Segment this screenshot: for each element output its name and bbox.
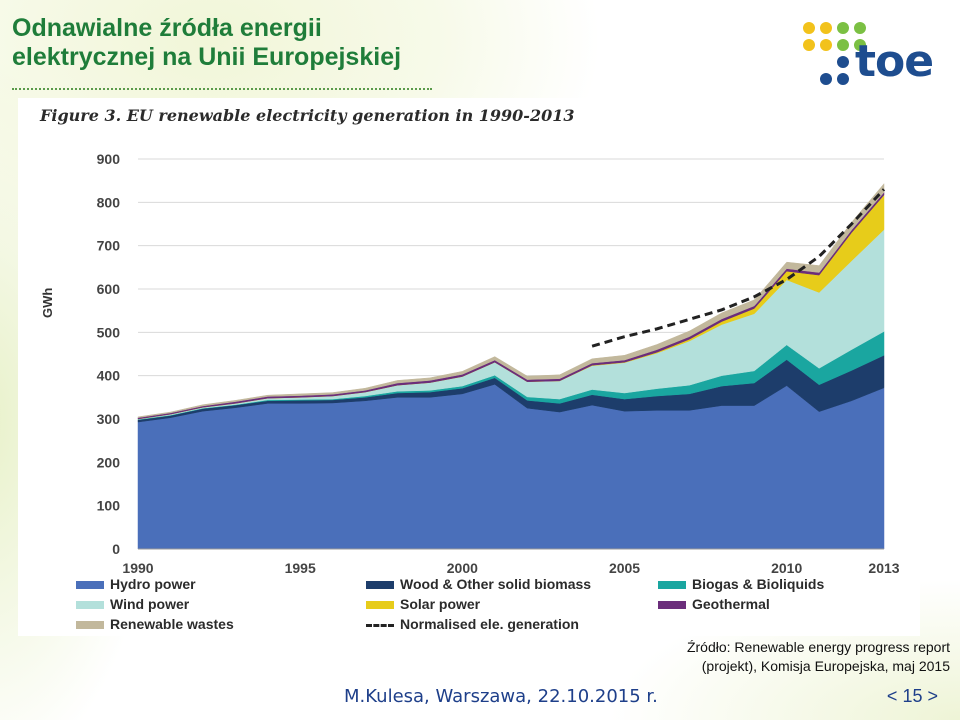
slide-title-line1: Odnawialne źródła energii — [12, 14, 322, 42]
y-tick-label: 600 — [97, 281, 121, 297]
legend-swatch — [658, 581, 686, 590]
toe-logo: toe — [795, 20, 955, 90]
source-line1: Źródło: Renewable energy progress report — [686, 639, 950, 655]
legend-label: Wood & Other solid biomass — [400, 576, 592, 592]
logo-dot — [803, 22, 815, 34]
legend-label: Biogas & Bioliquids — [692, 576, 825, 592]
legend-item-hydro: Hydro power — [76, 576, 196, 592]
legend-item-normalised: Normalised ele. generation — [366, 616, 579, 632]
legend-swatch — [366, 623, 394, 627]
legend-label: Wind power — [110, 596, 190, 612]
logo-dot — [854, 22, 866, 34]
legend-item-solar: Solar power — [366, 596, 480, 612]
page-number: 15 — [902, 686, 923, 706]
legend-swatch — [76, 581, 104, 590]
area-chart: 0 100 200 300 400 500 600 700 800 900 1990 1995 2000… — [97, 151, 900, 576]
legend-swatch — [366, 581, 394, 590]
next-page-button[interactable]: > — [927, 686, 938, 706]
area-renewable-wastes — [137, 183, 885, 418]
legend-label: Geothermal — [692, 596, 770, 612]
x-tick-label: 2010 — [771, 560, 802, 576]
legend-item-wind: Wind power — [76, 596, 189, 612]
logo-dot — [854, 39, 866, 51]
legend-label: Renewable wastes — [110, 616, 234, 632]
source-note: Źródło: Renewable energy progress report… — [470, 638, 950, 676]
legend-swatch — [76, 601, 104, 610]
x-tick-label: 2005 — [609, 560, 640, 576]
source-line2: (projekt), Komisja Europejska, maj 2015 — [701, 658, 950, 674]
x-tick-label: 1995 — [285, 560, 316, 576]
y-tick-label: 200 — [97, 454, 121, 470]
logo-dot — [837, 56, 849, 68]
y-tick-label: 800 — [97, 194, 121, 210]
slide-title-line2: elektrycznej na Unii Europejskiej — [12, 43, 402, 71]
logo-dot — [820, 39, 832, 51]
prev-page-button[interactable]: < — [886, 686, 898, 706]
y-tick-label: 500 — [97, 324, 121, 340]
legend-item-biogas: Biogas & Bioliquids — [658, 576, 824, 592]
slide-title: Odnawialne źródła energii elektrycznej n… — [12, 14, 482, 72]
logo-dot — [837, 39, 849, 51]
logo-dot — [803, 39, 815, 51]
area-hydro-power — [137, 384, 885, 550]
logo-dot — [820, 22, 832, 34]
y-tick-label: 900 — [97, 151, 121, 167]
legend-label: Normalised ele. generation — [400, 616, 579, 632]
figure-panel: Figure 3. EU renewable electricity gener… — [18, 98, 920, 636]
legend-swatch — [366, 601, 394, 610]
logo-dot — [837, 73, 849, 85]
y-tick-label: 400 — [97, 368, 121, 384]
y-axis-label: GWh — [40, 287, 55, 318]
legend-label: Hydro power — [110, 576, 196, 592]
logo-dot — [820, 73, 832, 85]
legend-swatch — [658, 601, 686, 610]
logo-wordmark: toe — [855, 36, 934, 87]
legend-item-biomass: Wood & Other solid biomass — [366, 576, 591, 592]
title-underline — [12, 88, 432, 90]
legend-swatch — [76, 621, 104, 630]
y-tick-label: 0 — [112, 541, 120, 557]
legend-label: Solar power — [400, 596, 481, 612]
footer-author: M.Kulesa, Warszawa, 22.10.2015 r. — [344, 686, 658, 707]
x-tick-label: 2013 — [868, 560, 899, 576]
logo-dot — [837, 22, 849, 34]
page-indicator: < 15 > — [887, 686, 938, 707]
y-tick-label: 300 — [97, 411, 121, 427]
legend-item-wastes: Renewable wastes — [76, 616, 234, 632]
x-tick-label: 1990 — [122, 560, 153, 576]
chart-title: Figure 3. EU renewable electricity gener… — [40, 106, 575, 125]
x-tick-label: 2000 — [447, 560, 478, 576]
legend-item-geothermal: Geothermal — [658, 596, 770, 612]
y-tick-label: 100 — [97, 498, 121, 514]
y-tick-label: 700 — [97, 238, 121, 254]
